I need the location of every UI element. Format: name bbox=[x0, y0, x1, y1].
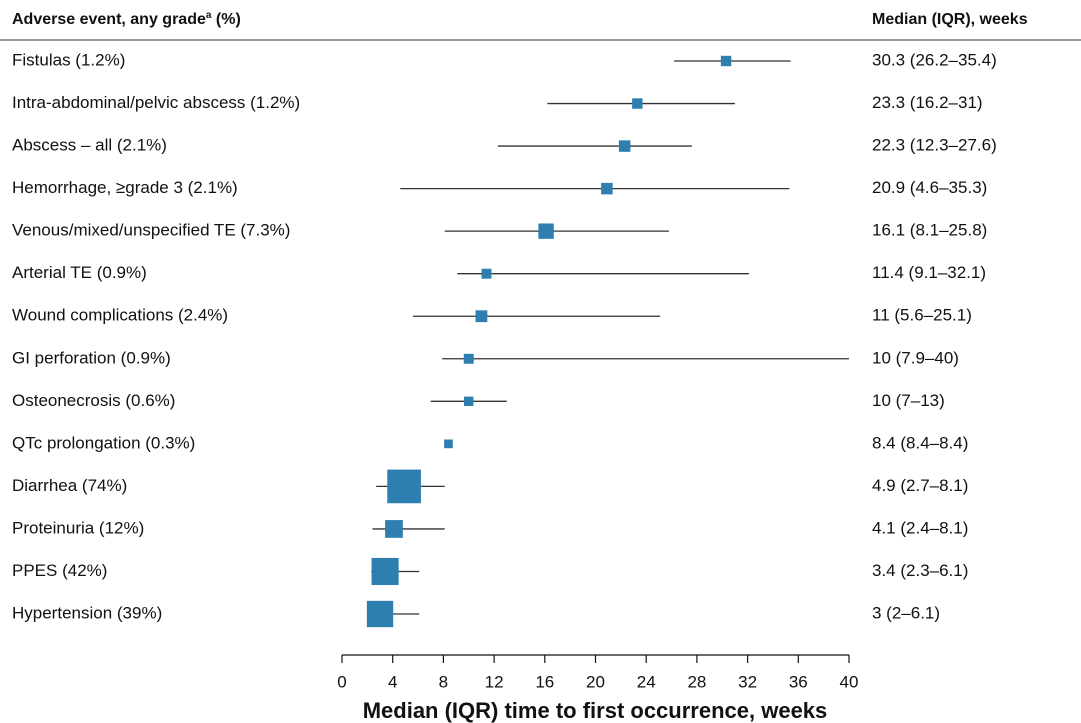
x-tick-label: 16 bbox=[535, 672, 554, 691]
row-label: Diarrhea (74%) bbox=[12, 476, 127, 495]
x-tick-label: 8 bbox=[439, 672, 448, 691]
row-label: Venous/mixed/unspecified TE (7.3%) bbox=[12, 221, 290, 240]
header-left: Adverse event, any gradea (%) bbox=[12, 10, 241, 29]
x-tick-label: 40 bbox=[840, 672, 859, 691]
value-label: 10 (7–13) bbox=[872, 391, 945, 410]
row-label: Fistulas (1.2%) bbox=[12, 50, 125, 69]
header-sup: a bbox=[206, 10, 212, 21]
median-square bbox=[371, 557, 399, 586]
row-label: Hemorrhage, ≥grade 3 (2.1%) bbox=[12, 178, 238, 197]
x-tick-label: 28 bbox=[687, 672, 706, 691]
median-square bbox=[475, 310, 488, 323]
value-label: 11 (5.6–25.1) bbox=[872, 306, 972, 325]
median-square bbox=[632, 98, 643, 109]
x-tick-label: 20 bbox=[586, 672, 605, 691]
median-square bbox=[538, 223, 554, 239]
median-square bbox=[618, 140, 631, 152]
median-square bbox=[464, 396, 474, 407]
row-label: Hypertension (39%) bbox=[12, 604, 162, 623]
value-label: 11.4 (9.1–32.1) bbox=[872, 263, 986, 282]
value-label: 10 (7.9–40) bbox=[872, 348, 959, 367]
row-label: QTc prolongation (0.3%) bbox=[12, 433, 195, 452]
median-square bbox=[444, 439, 453, 449]
value-label: 23.3 (16.2–31) bbox=[872, 93, 983, 112]
median-square bbox=[481, 268, 492, 279]
row-label: GI perforation (0.9%) bbox=[12, 348, 171, 367]
value-label: 22.3 (12.3–27.6) bbox=[872, 136, 997, 155]
row-label: Osteonecrosis (0.6%) bbox=[12, 391, 175, 410]
x-tick-label: 32 bbox=[738, 672, 757, 691]
header-right: Median (IQR), weeks bbox=[872, 11, 1028, 28]
median-square bbox=[601, 182, 613, 195]
header-left-text: Adverse event, any grade bbox=[12, 11, 206, 28]
header-left-suffix: (%) bbox=[211, 11, 240, 28]
value-label: 30.3 (26.2–35.4) bbox=[872, 50, 997, 69]
x-axis-label: Median (IQR) time to first occurrence, w… bbox=[363, 698, 828, 723]
row-label: PPES (42%) bbox=[12, 561, 107, 580]
x-tick-label: 24 bbox=[637, 672, 656, 691]
value-label: 4.9 (2.7–8.1) bbox=[872, 476, 968, 495]
value-label: 20.9 (4.6–35.3) bbox=[872, 178, 987, 197]
x-tick-label: 36 bbox=[789, 672, 808, 691]
value-label: 16.1 (8.1–25.8) bbox=[872, 221, 987, 240]
row-label: Arterial TE (0.9%) bbox=[12, 263, 147, 282]
median-square bbox=[720, 55, 732, 67]
x-tick-label: 4 bbox=[388, 672, 397, 691]
value-label: 8.4 (8.4–8.4) bbox=[872, 433, 968, 452]
median-square bbox=[387, 469, 421, 504]
median-square bbox=[463, 353, 474, 364]
row-label: Intra-abdominal/pelvic abscess (1.2%) bbox=[12, 93, 300, 112]
row-label: Proteinuria (12%) bbox=[12, 518, 144, 537]
row-label: Wound complications (2.4%) bbox=[12, 306, 228, 325]
value-label: 4.1 (2.4–8.1) bbox=[872, 518, 968, 537]
value-label: 3 (2–6.1) bbox=[872, 604, 940, 623]
row-label: Abscess – all (2.1%) bbox=[12, 136, 167, 155]
median-square bbox=[366, 600, 394, 628]
median-square bbox=[385, 520, 403, 538]
x-tick-label: 12 bbox=[485, 672, 504, 691]
value-label: 3.4 (2.3–6.1) bbox=[872, 561, 968, 580]
x-tick-label: 0 bbox=[337, 672, 346, 691]
